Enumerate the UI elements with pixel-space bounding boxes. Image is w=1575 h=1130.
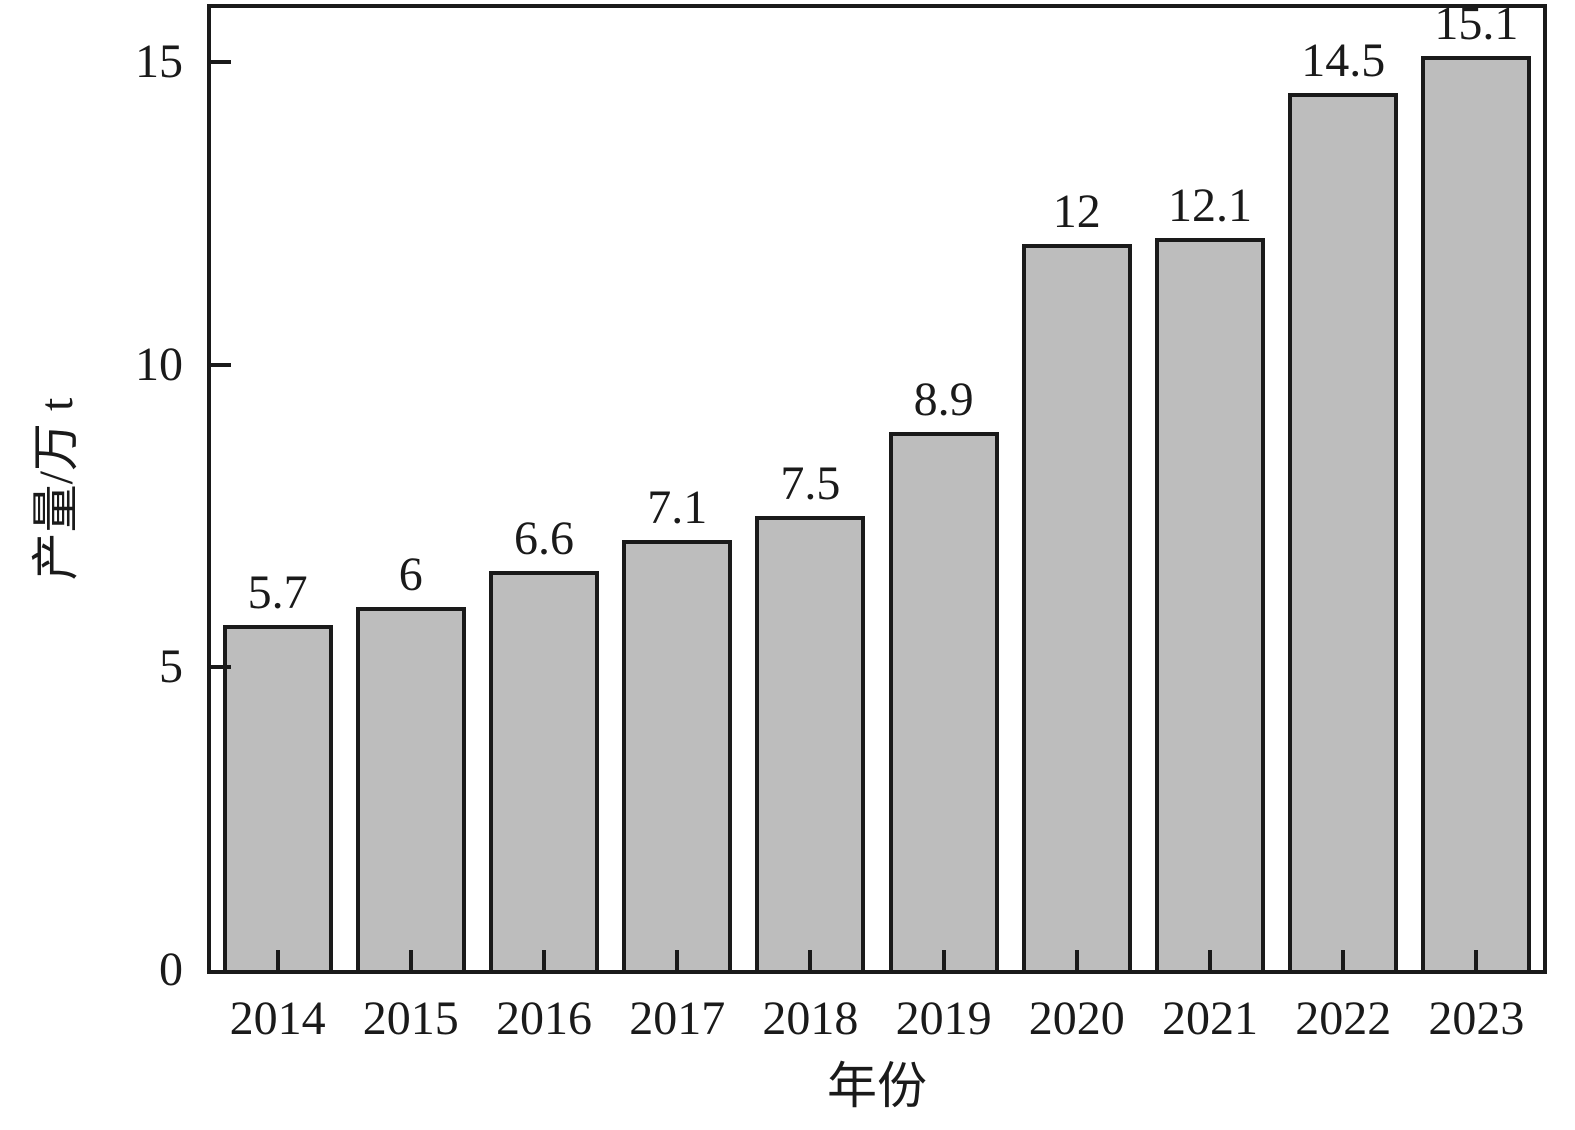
- x-axis-tick-2015: [408, 950, 413, 970]
- bar-2020: [1021, 243, 1132, 970]
- bar-2022: [1288, 92, 1399, 970]
- bar-2018: [755, 516, 866, 970]
- x-axis-title: 年份: [827, 1058, 927, 1114]
- bar-value-label-2018: 7.5: [780, 457, 841, 511]
- bar-value-label-2021: 12.1: [1168, 178, 1252, 232]
- x-axis-tick-2016: [542, 950, 546, 970]
- bar-value-label-2020: 12: [1052, 184, 1101, 238]
- y-tick-label-5: 5: [159, 640, 183, 694]
- bar-2017: [622, 540, 733, 970]
- y-tick-label-15: 15: [135, 35, 183, 89]
- x-tick-label-2015: 2015: [362, 992, 459, 1045]
- bar-2015: [355, 606, 466, 970]
- x-tick-label-2014: 2014: [229, 992, 326, 1045]
- bar-2014: [222, 625, 333, 970]
- x-tick-label-2016: 2016: [496, 992, 592, 1045]
- x-tick-label-2022: 2022: [1295, 992, 1392, 1045]
- x-axis-tick-2014: [275, 950, 280, 970]
- plot-area: 5.7 6 6.6 7.1 7.5 8.9 12 12.1 14.5 15.1: [207, 0, 1547, 974]
- bar-value-label-2017: 7.1: [647, 481, 708, 535]
- x-tick-label-2021: 2021: [1162, 992, 1258, 1045]
- bar-value-label-2023: 15.1: [1434, 0, 1519, 51]
- bar-value-label-2022: 14.5: [1301, 33, 1386, 87]
- x-tick-label-2017: 2017: [629, 992, 726, 1045]
- x-tick-label-2019: 2019: [895, 992, 992, 1045]
- x-tick-label-2023: 2023: [1428, 992, 1525, 1045]
- x-axis-tick-2018: [808, 950, 813, 970]
- y-axis-tick-10: [211, 362, 231, 367]
- x-axis-tick-2022: [1341, 950, 1346, 970]
- x-axis-tick-2021: [1208, 950, 1212, 970]
- x-tick-label-2020: 2020: [1028, 992, 1125, 1045]
- y-tick-label-10: 10: [135, 337, 183, 391]
- bar-2023: [1421, 56, 1532, 970]
- bar-2016: [489, 570, 599, 970]
- x-axis-tick-2023: [1474, 950, 1479, 970]
- bar-value-label-2014: 5.7: [247, 566, 308, 620]
- x-tick-label-2018: 2018: [762, 992, 859, 1045]
- x-axis-tick-2017: [675, 950, 680, 970]
- bar-value-label-2019: 8.9: [913, 372, 974, 426]
- bar-2019: [888, 431, 999, 970]
- bar-value-label-2016: 6.6: [514, 511, 574, 565]
- bar-2021: [1155, 237, 1265, 970]
- bar-value-label-2015: 6: [398, 547, 423, 601]
- y-axis-title: 产量/万 t: [30, 397, 83, 581]
- x-axis-tick-2019: [941, 950, 946, 970]
- y-tick-label-0: 0: [159, 943, 183, 996]
- y-axis-tick-15: [211, 60, 231, 65]
- x-axis-tick-2020: [1074, 950, 1079, 970]
- y-axis-tick-5: [211, 665, 231, 670]
